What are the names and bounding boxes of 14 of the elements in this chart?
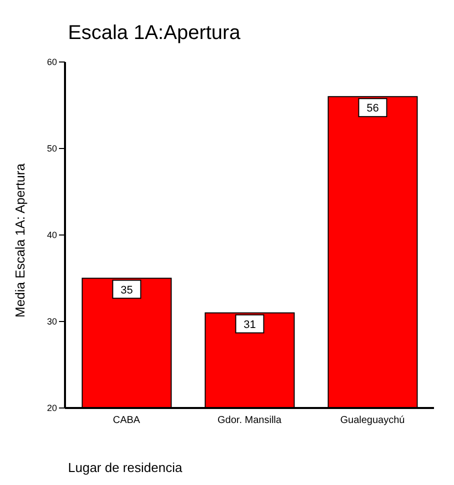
data-label: 35 — [120, 284, 133, 296]
y-tick-label: 30 — [46, 316, 57, 327]
chart-title: Escala 1A:Apertura — [68, 22, 240, 45]
y-tick-label: 50 — [46, 144, 57, 154]
data-label: 56 — [366, 102, 379, 115]
x-tick-label: Gdor. Mansilla — [218, 415, 282, 426]
data-label: 31 — [244, 318, 256, 331]
y-tick-label: 20 — [46, 403, 57, 414]
x-tick-label: Gualeguaychú — [340, 415, 405, 426]
x-axis-title: Lugar de residencia — [68, 460, 182, 475]
y-tick-label: 40 — [46, 230, 57, 240]
y-tick-label: 60 — [46, 57, 57, 68]
x-tick-label: CABA — [112, 415, 140, 426]
y-axis-title: Media Escala 1A: Apertura — [12, 163, 28, 317]
